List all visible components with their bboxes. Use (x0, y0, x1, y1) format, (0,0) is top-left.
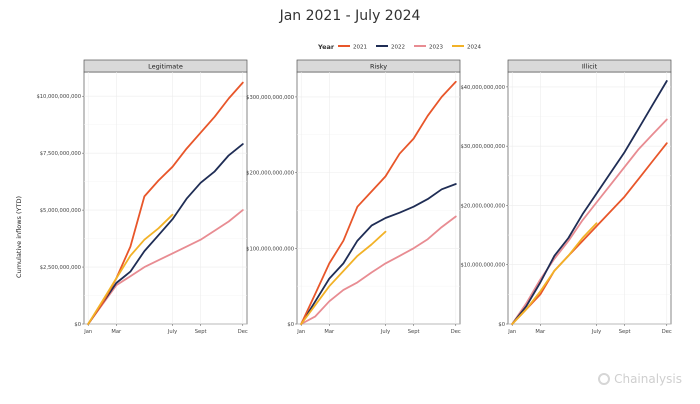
ytick-label-risky-0: $0 (287, 322, 294, 328)
panel-frame-illicit (507, 71, 672, 325)
xtick-label-illicit-1: Mar (535, 329, 546, 335)
legend-label-2024: 2024 (467, 45, 481, 51)
panel-title-legitimate: Legitimate (148, 63, 183, 71)
xtick-label-risky-3: Sept (408, 329, 420, 335)
panel-header-risky (296, 59, 461, 73)
ytick-label-legitimate-3: $7,500,000,000 (40, 151, 81, 157)
ytick-label-illicit-3: $30,000,000,000 (460, 144, 505, 150)
panel-title-risky: Risky (370, 63, 387, 71)
xtick-label-legitimate-3: Sept (195, 329, 207, 335)
series-line-illicit-2023 (511, 118, 668, 325)
ytick-label-risky-2: $200,000,000,000 (246, 171, 294, 177)
panel-header-legitimate (83, 59, 248, 73)
ytick-label-risky-1: $100,000,000,000 (246, 246, 294, 252)
xtick-label-illicit-2: July (591, 329, 601, 335)
chainalysis-logo-icon (598, 373, 611, 385)
xtick-label-illicit-3: Sept (619, 329, 631, 335)
chart-title: Jan 2021 - July 2024 (279, 8, 421, 24)
watermark-text: Chainalysis (614, 372, 682, 386)
xtick-label-legitimate-1: Mar (111, 329, 122, 335)
series-line-illicit-2024 (511, 222, 598, 325)
series-line-risky-2022 (300, 183, 457, 325)
series-line-illicit-2021 (511, 142, 668, 325)
xtick-label-illicit-0: Jan (507, 329, 516, 335)
legend-title: Year (317, 43, 335, 51)
panel-title-illicit: Illicit (582, 63, 598, 71)
xtick-label-risky-2: July (380, 329, 390, 335)
ytick-label-legitimate-1: $2,500,000,000 (40, 265, 81, 271)
series-line-risky-2024 (300, 230, 387, 325)
series-line-legitimate-2022 (87, 143, 244, 325)
series-line-illicit-2022 (511, 80, 668, 325)
ytick-label-legitimate-0: $0 (74, 322, 81, 328)
xtick-label-risky-4: Dec (451, 329, 461, 335)
xtick-label-legitimate-0: Jan (83, 329, 92, 335)
xtick-label-risky-0: Jan (296, 329, 305, 335)
series-line-risky-2021 (300, 80, 457, 325)
panel-header-illicit (507, 59, 672, 73)
legend-label-2023: 2023 (429, 45, 443, 51)
ytick-label-illicit-1: $10,000,000,000 (460, 263, 505, 269)
ytick-label-illicit-0: $0 (498, 322, 505, 328)
series-line-legitimate-2023 (87, 209, 244, 325)
panel-frame-legitimate (83, 71, 248, 325)
legend-label-2021: 2021 (353, 45, 367, 51)
legend-label-2022: 2022 (391, 45, 405, 51)
ytick-label-illicit-4: $40,000,000,000 (460, 85, 505, 91)
ytick-label-legitimate-2: $5,000,000,000 (40, 208, 81, 214)
series-line-legitimate-2024 (87, 213, 174, 325)
series-line-risky-2023 (300, 215, 457, 325)
y-axis-label: Cumulative inflows (YTD) (15, 196, 23, 278)
xtick-label-legitimate-4: Dec (238, 329, 248, 335)
ytick-label-illicit-2: $20,000,000,000 (460, 203, 505, 209)
xtick-label-legitimate-2: July (167, 329, 177, 335)
xtick-label-illicit-4: Dec (662, 329, 672, 335)
ytick-label-risky-3: $300,000,000,000 (246, 95, 294, 101)
xtick-label-risky-1: Mar (324, 329, 335, 335)
watermark: Chainalysis (598, 372, 682, 386)
ytick-label-legitimate-4: $10,000,000,000 (36, 94, 81, 100)
